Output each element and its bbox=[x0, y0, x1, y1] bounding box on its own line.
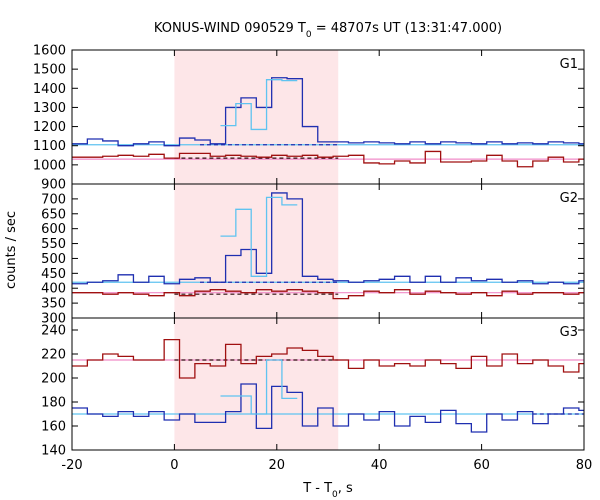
y-tick-label: 1400 bbox=[33, 82, 66, 97]
y-tick-label: 1000 bbox=[33, 158, 66, 173]
panel-label-g3: G3 bbox=[560, 325, 578, 340]
x-tick-label: 40 bbox=[371, 458, 388, 473]
x-tick-label: 0 bbox=[170, 458, 178, 473]
y-tick-label: 700 bbox=[41, 192, 66, 207]
blue-step-series bbox=[72, 383, 584, 433]
y-tick-label: 160 bbox=[41, 420, 66, 435]
y-tick-label: 500 bbox=[41, 252, 66, 267]
light-blue-step-series bbox=[220, 196, 298, 277]
x-axis-label-main: T - T bbox=[302, 481, 332, 496]
x-axis-label: T - T0, s bbox=[302, 481, 353, 500]
plot-layer: 9001000110012001300140015001600G13003504… bbox=[33, 44, 592, 474]
y-tick-label: 1200 bbox=[33, 120, 66, 135]
x-axis-label-rest: , s bbox=[338, 481, 353, 496]
chart-title: KONUS-WIND 090529 T0 = 48707s UT (13:31:… bbox=[154, 21, 502, 40]
y-tick-label: 600 bbox=[41, 222, 66, 237]
x-tick-label: -20 bbox=[61, 458, 82, 473]
y-tick-label: 650 bbox=[41, 207, 66, 222]
chart-title-main: KONUS-WIND 090529 T bbox=[154, 21, 306, 36]
y-tick-label: 240 bbox=[41, 324, 66, 339]
y-tick-label: 1600 bbox=[33, 44, 66, 59]
x-axis-label-subscript: 0 bbox=[332, 490, 338, 500]
light-blue-step-series bbox=[220, 79, 298, 131]
panel-label-g1: G1 bbox=[560, 57, 578, 72]
y-tick-label: 450 bbox=[41, 267, 66, 282]
y-tick-label: 300 bbox=[41, 312, 66, 327]
y-tick-label: 180 bbox=[41, 396, 66, 411]
panel-g3: 140 160 180 200 220 240 G3 bbox=[41, 317, 585, 459]
light-blue-step-series bbox=[220, 359, 298, 415]
y-tick-label: 140 bbox=[41, 444, 66, 459]
panel-label-g2: G2 bbox=[560, 191, 578, 206]
y-tick-label: 200 bbox=[41, 372, 66, 387]
blue-step-series bbox=[72, 77, 584, 147]
y-tick-label: 220 bbox=[41, 348, 66, 363]
red-step-series bbox=[72, 289, 584, 300]
panel-frame bbox=[71, 317, 585, 451]
red-step-series bbox=[72, 338, 584, 379]
x-tick-label: 60 bbox=[473, 458, 490, 473]
blue-step-series bbox=[72, 192, 584, 285]
red-step-series bbox=[72, 150, 584, 168]
panel-g1: 900 1000 1100 1200 1300 1400 1500 1600 G1 bbox=[33, 44, 585, 193]
y-tick-label: 1300 bbox=[33, 101, 66, 116]
y-tick-label: 550 bbox=[41, 237, 66, 252]
y-axis-label: counts / sec bbox=[4, 211, 19, 289]
chart-title-rest: = 48707s UT (13:31:47.000) bbox=[312, 21, 502, 36]
y-tick-label: 1500 bbox=[33, 63, 66, 78]
burst-interval-shade bbox=[174, 50, 339, 184]
y-tick-label: 900 bbox=[41, 178, 66, 193]
x-tick-label: 80 bbox=[576, 458, 593, 473]
chart-title-subscript: 0 bbox=[306, 30, 312, 40]
y-tick-label: 400 bbox=[41, 282, 66, 297]
x-tick-label: 20 bbox=[269, 458, 286, 473]
y-tick-label: 1100 bbox=[33, 139, 66, 154]
y-tick-label: 350 bbox=[41, 297, 66, 312]
